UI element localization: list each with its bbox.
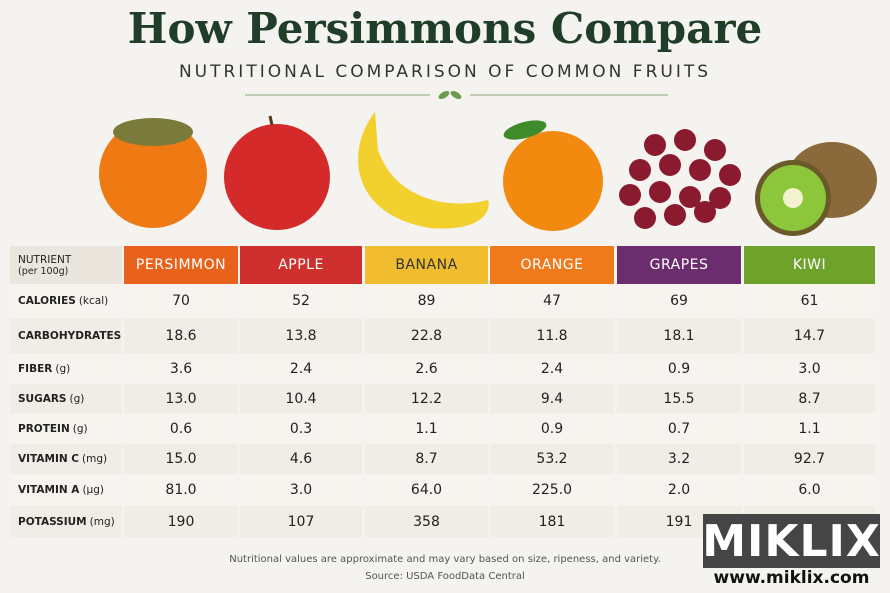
row-label: VITAMIN C (mg) (10, 444, 122, 474)
value-cell: 0.9 (617, 354, 741, 383)
value-cell: 6.0 (744, 475, 875, 505)
value-cell: 2.4 (490, 354, 614, 383)
row-label: CALORIES (kcal) (10, 284, 122, 318)
value-cell: 89 (365, 284, 488, 318)
subtitle: NUTRITIONAL COMPARISON OF COMMON FRUITS (178, 62, 712, 82)
value-cell: 2.6 (365, 354, 488, 383)
watermark-url: www.miklix.com (713, 568, 870, 588)
column-header: BANANA (365, 246, 488, 284)
watermark: MIKLIX (702, 514, 881, 568)
nutrient-unit: (mg) (82, 453, 108, 465)
value-cell: 52 (240, 284, 362, 318)
value-cell: 13.0 (124, 384, 238, 413)
value-cell: 3.6 (124, 354, 238, 383)
column-header: KIWI (744, 246, 875, 284)
value-cell: 13.8 (240, 319, 362, 353)
value-cell: 70 (124, 284, 238, 318)
value-cell: 18.1 (617, 319, 741, 353)
nutrient-name: CARBOHYDRATES (18, 330, 122, 342)
value-cell: 92.7 (744, 444, 875, 474)
title: How Persimmons Compare (127, 4, 763, 53)
nutrient-unit: (g) (72, 422, 88, 435)
value-cell: 10.4 (240, 384, 362, 413)
source: Source: USDA FoodData Central (365, 571, 525, 582)
row-label: PROTEIN (g) (10, 414, 122, 443)
value-cell: 2.4 (240, 354, 362, 383)
value-cell: 18.6 (124, 319, 238, 353)
value-cell: 8.7 (365, 444, 488, 474)
value-cell: 61 (744, 284, 875, 318)
value-cell: 1.1 (365, 414, 488, 443)
value-cell: 225.0 (490, 475, 614, 505)
nutrient-name: POTASSIUM (18, 515, 87, 528)
value-cell: 22.8 (365, 319, 488, 353)
value-cell: 53.2 (490, 444, 614, 474)
nutrient-name: VITAMIN A (18, 484, 80, 496)
row-label: VITAMIN A (µg) (10, 475, 122, 505)
nutrient-name: SUGARS (18, 392, 67, 405)
value-cell: 3.0 (240, 475, 362, 505)
value-cell: 64.0 (365, 475, 488, 505)
nutrient-name: FIBER (18, 362, 53, 375)
corner-label: NUTRIENT (18, 253, 72, 266)
corner-label: (per 100g) (18, 265, 69, 277)
row-label: SUGARS (g) (10, 384, 122, 413)
value-cell: 9.4 (490, 384, 614, 413)
column-header: PERSIMMON (124, 246, 238, 284)
corner-cell: NUTRIENT (per 100g) (10, 246, 122, 284)
value-cell: 3.2 (617, 444, 741, 474)
row-label: POTASSIUM (mg) (10, 506, 122, 537)
value-cell: 81.0 (124, 475, 238, 505)
value-cell: 4.6 (240, 444, 362, 474)
row-label: CARBOHYDRATES(g) (10, 319, 139, 353)
value-cell: 11.8 (490, 319, 614, 353)
column-header: APPLE (240, 246, 362, 284)
fruit-illustrations (99, 91, 877, 236)
value-cell: 0.3 (240, 414, 362, 443)
value-cell: 190 (124, 506, 238, 537)
value-cell: 69 (617, 284, 741, 318)
value-cell: 47 (490, 284, 614, 318)
nutrient-unit: (g) (55, 362, 71, 375)
value-cell: 181 (490, 506, 614, 537)
value-cell: 8.7 (744, 384, 875, 413)
footnote: Nutritional values are approximate and m… (229, 554, 661, 565)
column-header: GRAPES (617, 246, 741, 284)
row-label: FIBER (g) (10, 354, 122, 383)
nutrient-unit: (kcal) (78, 295, 109, 307)
value-cell: 15.5 (617, 384, 741, 413)
nutrient-name: CALORIES (18, 295, 76, 307)
nutrient-name: PROTEIN (18, 422, 70, 435)
value-cell: 358 (365, 506, 488, 537)
value-cell: 14.7 (744, 319, 875, 353)
value-cell: 12.2 (365, 384, 488, 413)
column-header: ORANGE (490, 246, 614, 284)
value-cell: 107 (240, 506, 362, 537)
value-cell: 0.6 (124, 414, 238, 443)
value-cell: 15.0 (124, 444, 238, 474)
nutrient-name: VITAMIN C (18, 453, 80, 465)
value-cell: 0.7 (617, 414, 741, 443)
nutrient-unit: (mg) (89, 515, 115, 528)
nutrient-unit: (µg) (82, 484, 104, 496)
value-cell: 1.1 (744, 414, 875, 443)
value-cell: 3.0 (744, 354, 875, 383)
value-cell: 0.9 (490, 414, 614, 443)
value-cell: 2.0 (617, 475, 741, 505)
nutrient-unit: (g) (69, 392, 85, 405)
